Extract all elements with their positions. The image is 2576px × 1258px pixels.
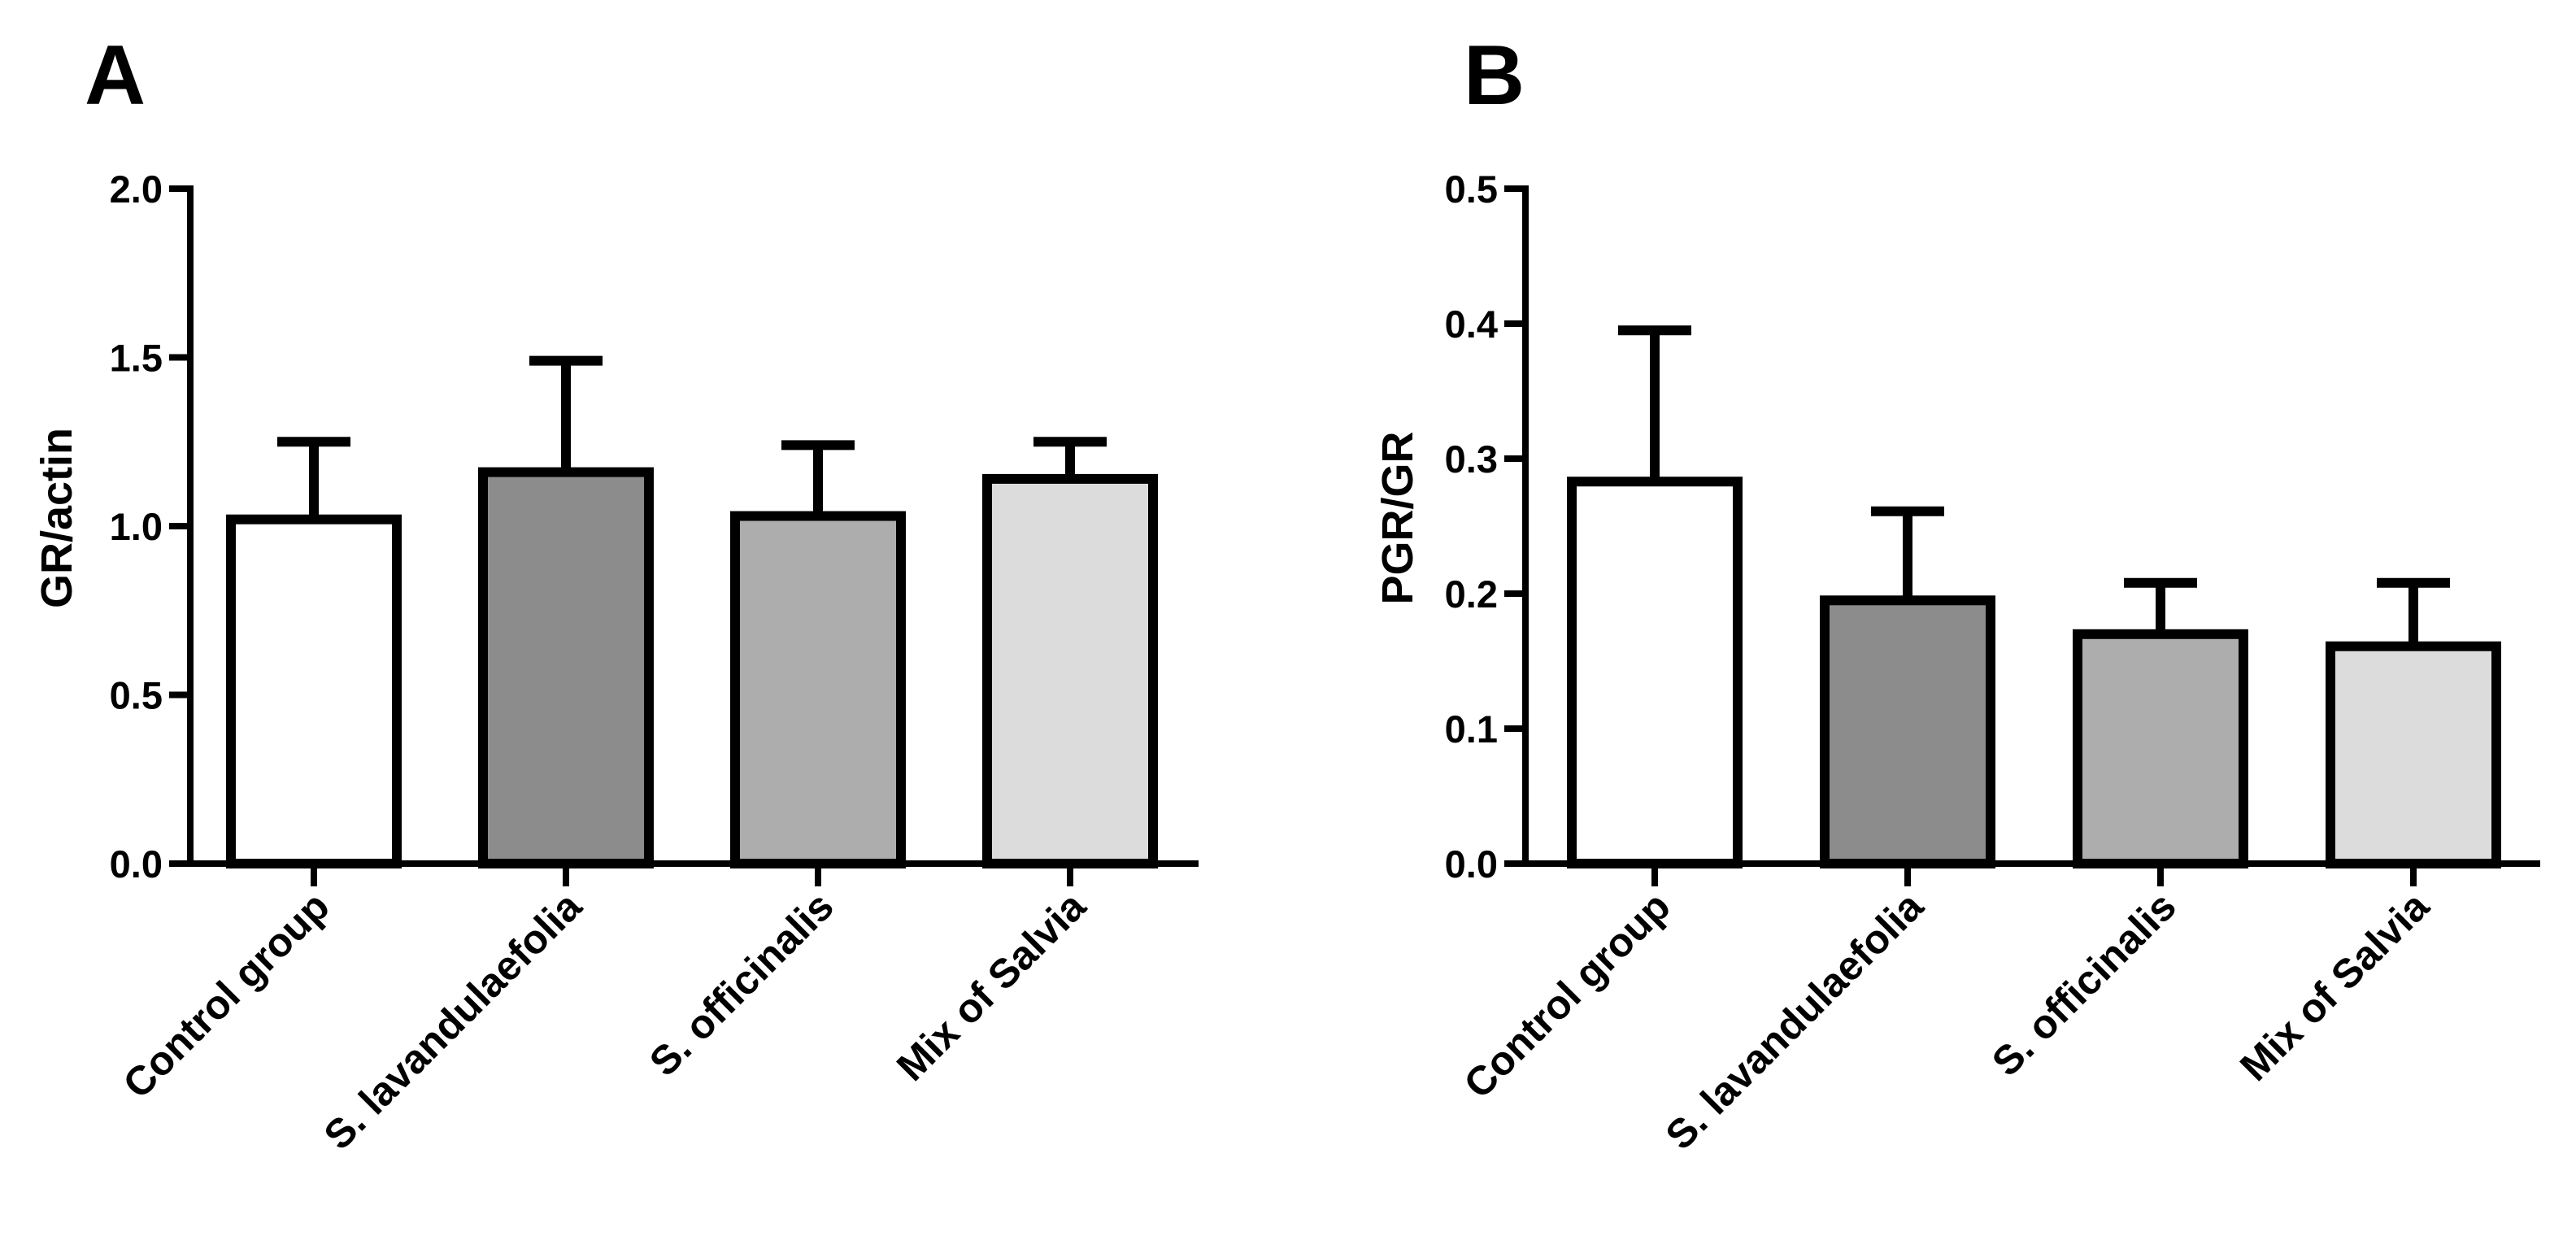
y-tick-label-b-2: 0.2	[1445, 572, 1498, 616]
category-label-a-2: S. officinalis	[641, 883, 842, 1085]
y-tick-label-b-0: 0.0	[1445, 842, 1498, 886]
bar-b-1	[1820, 595, 1995, 868]
category-label-b-0: Control group	[1456, 883, 1679, 1107]
y-axis-title-b: PGR/GR	[1373, 431, 1422, 604]
y-tick-label-a-3: 1.5	[110, 337, 163, 380]
bars-a	[226, 355, 1158, 869]
bar-a-1	[478, 467, 654, 868]
y-tick-label-a-0: 0.0	[110, 842, 163, 886]
y-tick-label-b-3: 0.3	[1445, 437, 1498, 481]
bar-a-3	[982, 473, 1158, 869]
y-axis-title-a: GR/actin	[33, 428, 81, 608]
y-tick-label-b-5: 0.5	[1445, 168, 1498, 211]
y-tick-label-b-1: 0.1	[1445, 707, 1498, 751]
bar-a-0	[226, 514, 402, 868]
bar-a-2	[730, 511, 906, 868]
category-label-a-3: Mix of Salvia	[888, 882, 1095, 1090]
bar-b-0	[1567, 477, 1743, 868]
bar-b-2	[2073, 629, 2248, 868]
panel-label-b: B	[1464, 28, 1525, 123]
axes-a	[169, 185, 1199, 886]
category-label-b-2: S. officinalis	[1983, 883, 2185, 1085]
y-tick-label-b-4: 0.4	[1445, 303, 1498, 346]
category-label-a-0: Control group	[115, 883, 338, 1107]
panel-b: B PGR/GR 0.0 0.1 0.2 0.3 0.4 0.5 Control group…	[1373, 28, 2540, 1158]
axes-b	[1504, 185, 2540, 886]
category-label-b-1: S. lavandulaefolia	[1657, 882, 1933, 1158]
category-label-a-1: S. lavandulaefolia	[315, 882, 591, 1158]
y-tick-label-a-2: 1.0	[110, 505, 163, 548]
category-label-b-3: Mix of Salvia	[2231, 882, 2439, 1090]
bar-b-3	[2326, 641, 2501, 868]
panel-label-a: A	[85, 28, 146, 123]
y-tick-label-a-1: 0.5	[110, 674, 163, 717]
y-tick-label-a-4: 2.0	[110, 168, 163, 211]
bars-b	[1567, 325, 2501, 868]
